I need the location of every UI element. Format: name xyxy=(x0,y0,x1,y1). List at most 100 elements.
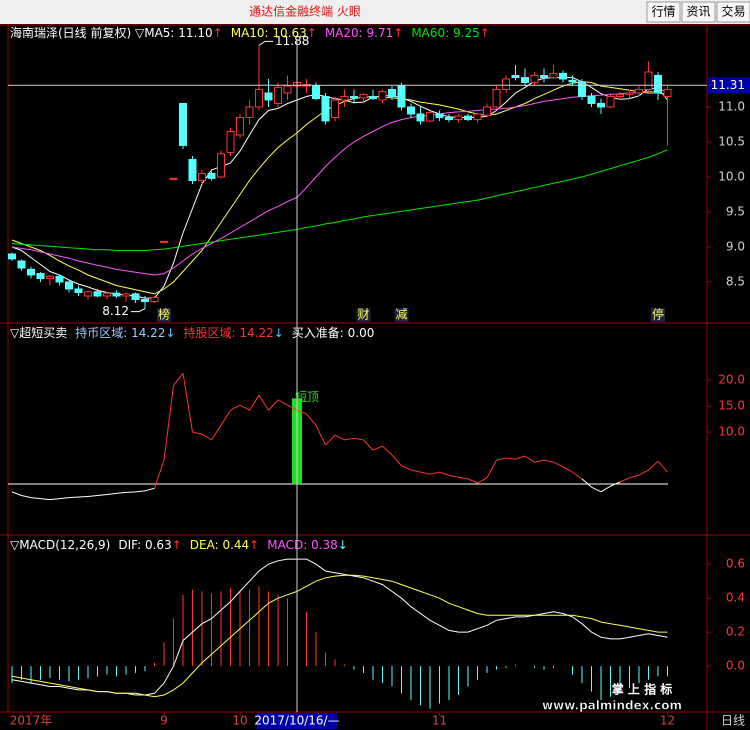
signal-line-segment xyxy=(619,477,630,483)
x-tick-label: 2017年 xyxy=(10,714,53,728)
toolbar-button-label[interactable]: 行情 xyxy=(651,5,675,19)
signal-line-segment xyxy=(135,490,146,493)
signal-line-segment xyxy=(49,498,60,501)
legend-entry: MA60: 9.25 xyxy=(411,26,479,40)
toolbar-button-label[interactable]: 资讯 xyxy=(686,5,710,19)
signal-line-segment xyxy=(182,373,193,433)
signal-line-segment xyxy=(125,491,136,493)
candle-body xyxy=(84,291,92,297)
candle-body xyxy=(255,88,263,108)
signal-line-segment xyxy=(249,394,260,411)
y-tick-label: 20.0 xyxy=(718,373,745,387)
candle-body xyxy=(112,292,121,297)
period-label: 日线 xyxy=(721,714,745,728)
y-tick-label: 11.0 xyxy=(718,99,745,113)
signal-line-segment xyxy=(524,455,535,463)
legend-entry: MA10: 10.63 xyxy=(231,26,307,40)
candle-body xyxy=(530,74,539,83)
candle-body xyxy=(55,275,64,283)
panel-title: 海南瑞泽(日线 前复权) ▽ xyxy=(10,25,145,40)
candle-body xyxy=(435,113,444,118)
signal-line-segment xyxy=(439,471,450,476)
signal-line-segment xyxy=(97,493,108,496)
toolbar-button[interactable] xyxy=(646,1,681,23)
y-tick-label: 15.0 xyxy=(718,399,745,413)
candle-body xyxy=(388,88,396,97)
watermark-site: www.palmindex.com xyxy=(542,699,682,713)
signal-line-segment xyxy=(239,404,250,411)
legend-entry: 持股区域: 14.22 xyxy=(184,325,274,340)
y-tick-label: 0.6 xyxy=(726,557,745,571)
signal-line-segment xyxy=(106,492,117,495)
candle-body xyxy=(445,116,453,121)
signal-line-segment xyxy=(448,474,459,478)
signal-line-segment xyxy=(648,460,659,471)
cursor-price-box xyxy=(708,77,750,94)
legend-arrow: ↓ xyxy=(338,538,348,552)
signal-line-segment xyxy=(429,471,440,475)
legend-entry: MA5: 11.10 xyxy=(144,26,212,40)
legend-arrow: ↑ xyxy=(307,26,317,40)
candle-body xyxy=(359,93,368,99)
signal-line-segment xyxy=(220,409,231,426)
y-tick-label: 10.0 xyxy=(718,425,745,439)
y-tick-label: 10.5 xyxy=(718,134,745,148)
toolbar-button[interactable] xyxy=(716,1,750,23)
candle-body xyxy=(245,106,254,118)
candle-body xyxy=(416,113,425,122)
signal-line-segment xyxy=(230,404,241,411)
signal-line-segment xyxy=(68,496,79,499)
candle-body xyxy=(207,172,216,179)
x-tick-label: 11 xyxy=(432,714,447,728)
ma-line xyxy=(11,89,668,276)
ma-line xyxy=(11,77,668,299)
candle-body xyxy=(473,113,482,121)
signal-line-segment xyxy=(629,474,640,479)
candle-body xyxy=(407,106,415,115)
candle-body xyxy=(483,106,491,116)
signal-line-segment xyxy=(420,471,431,475)
toolbar-button[interactable] xyxy=(681,1,716,23)
candle-body xyxy=(264,92,273,101)
signal-line-segment xyxy=(334,434,345,441)
signal-line-segment xyxy=(638,469,649,476)
legend-entry: MA20: 9.71 xyxy=(325,26,393,40)
candle-body xyxy=(169,177,178,180)
macd-line xyxy=(11,574,668,698)
x-tick-label: 2017/10/16/— xyxy=(254,714,339,728)
signal-line-segment xyxy=(543,459,554,463)
panel-title: ▽超短买卖 xyxy=(10,325,67,340)
signal-line-segment xyxy=(505,457,516,460)
signal-line-segment xyxy=(353,437,364,441)
candle-body xyxy=(141,298,149,303)
event-box xyxy=(157,308,171,322)
x-tick-label: 12 xyxy=(660,714,675,728)
candle-body xyxy=(663,88,672,97)
y-tick-label: 0.0 xyxy=(726,659,745,673)
candle-body xyxy=(578,81,586,97)
candle-body xyxy=(597,102,605,108)
y-tick-label: 10.0 xyxy=(718,169,745,183)
candle-body xyxy=(8,253,16,260)
y-tick-label: 9.0 xyxy=(726,239,745,253)
candle-body xyxy=(644,71,653,90)
legend-arrow: ↑ xyxy=(249,538,259,552)
y-tick-label: 9.5 xyxy=(726,204,745,218)
event-marker: 榜 xyxy=(158,307,170,322)
legend-entry: DEA: 0.44 xyxy=(190,538,249,552)
candle-body xyxy=(540,74,548,79)
candle-body xyxy=(654,74,662,94)
candle-body xyxy=(464,115,472,121)
toolbar-button-label[interactable]: 交易 xyxy=(721,4,745,19)
candle-body xyxy=(559,72,567,80)
candle-body xyxy=(17,260,26,269)
legend-arrow: ↑ xyxy=(172,538,182,552)
signal-line-segment xyxy=(496,457,507,461)
candle-body xyxy=(283,85,292,94)
signal-line-segment xyxy=(21,495,32,499)
signal-line-segment xyxy=(344,437,355,441)
signal-line-segment xyxy=(600,485,611,493)
candle-body xyxy=(179,102,187,146)
signal-line-segment xyxy=(581,478,592,488)
